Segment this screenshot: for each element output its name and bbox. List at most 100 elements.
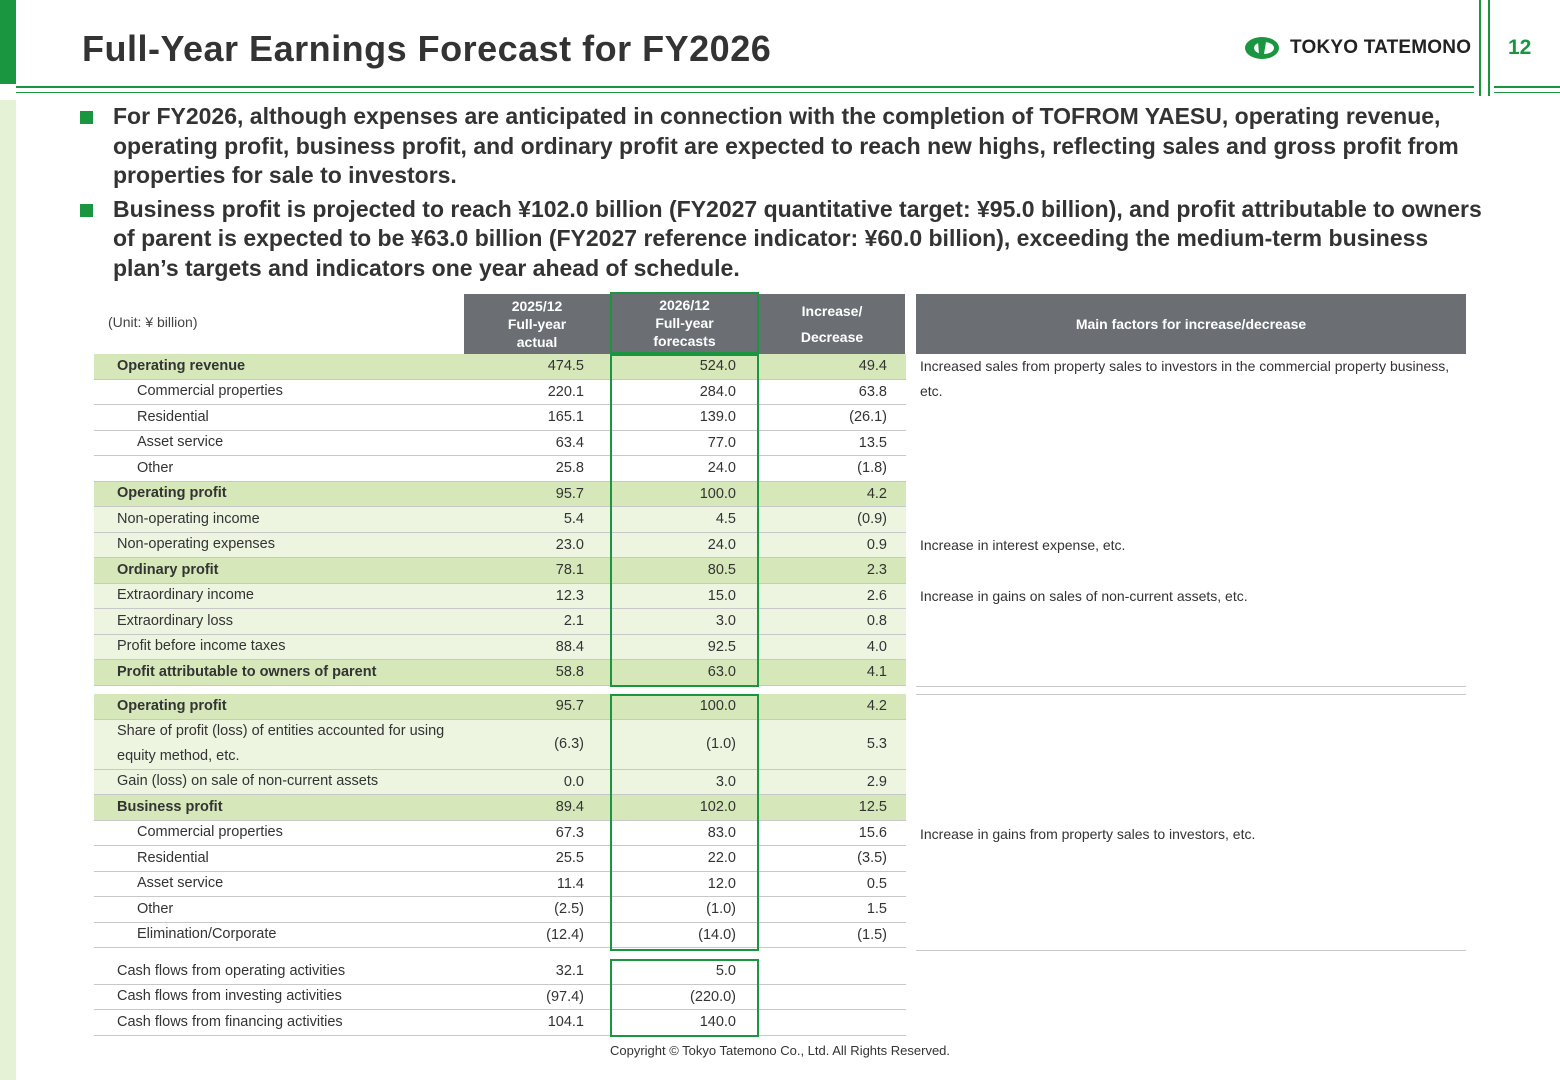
row-label: Asset service: [137, 434, 224, 451]
bullet-square-icon: [80, 111, 93, 124]
value-forecast: 15.0: [707, 587, 736, 604]
value-forecast: 3.0: [715, 613, 736, 630]
row-label: Extraordinary income: [117, 587, 254, 604]
value-actual: 0.0: [563, 773, 584, 790]
row-label: Commercial properties: [137, 383, 283, 400]
notes-divider: [916, 694, 1466, 695]
table-row: Cash flows from investing activities (97.…: [94, 985, 906, 1010]
table-row: Business profit 89.4 102.0 12.5: [94, 795, 906, 821]
header-rule-right: [1494, 86, 1560, 88]
value-actual: 104.1: [547, 1014, 584, 1031]
value-forecast: 77.0: [707, 434, 736, 451]
table-row: Residential 25.5 22.0 (3.5): [94, 846, 906, 872]
value-actual: (6.3): [554, 736, 584, 752]
value-actual: 474.5: [547, 358, 584, 375]
value-forecast: 24.0: [707, 460, 736, 477]
copyright: Copyright © Tokyo Tatemono Co., Ltd. All…: [609, 1043, 951, 1058]
table-row: Non-operating expenses 23.0 24.0 0.9: [94, 532, 906, 558]
value-change: (26.1): [849, 409, 887, 426]
value-change: 4.1: [866, 664, 887, 681]
value-forecast: 100.0: [699, 698, 736, 715]
value-actual: 25.5: [555, 850, 584, 867]
value-forecast: 92.5: [707, 638, 736, 655]
table-row: Ordinary profit 78.1 80.5 2.3: [94, 558, 906, 584]
value-change: 49.4: [858, 358, 887, 375]
table-row: Share of profit (loss) of entities accou…: [94, 719, 906, 770]
value-change: 4.0: [866, 638, 887, 655]
value-forecast: 24.0: [707, 536, 736, 553]
value-change: 2.3: [866, 562, 887, 579]
col-header-factors: Main factors for increase/decrease: [916, 294, 1466, 354]
value-change: (1.8): [857, 460, 887, 477]
header-divider: [1479, 0, 1481, 96]
note-operating-revenue: Increased sales from property sales to i…: [920, 358, 1450, 399]
table-row: Commercial properties 220.1 284.0 63.8: [94, 380, 906, 405]
value-change: 2.6: [866, 587, 887, 604]
header-rule-thin: [16, 92, 1474, 93]
row-label: Residential: [137, 849, 209, 866]
note-commercial-properties: Increase in gains from property sales to…: [920, 826, 1256, 842]
left-accent-strip: [0, 100, 16, 1080]
row-label: Other: [137, 900, 174, 917]
row-label: Cash flows from operating activities: [117, 962, 346, 979]
table-row: Cash flows from financing activities 104.…: [94, 1010, 906, 1036]
table-row: Elimination/Corporate (12.4) (14.0) (1.5): [94, 923, 906, 948]
row-label: Profit attributable to owners of parent: [117, 663, 377, 680]
table-row: Gain (loss) on sale of non-current asset…: [94, 769, 906, 795]
note-extraordinary-income: Increase in gains on sales of non-curren…: [920, 588, 1248, 604]
row-label: Share of profit (loss) of entities accou…: [117, 723, 445, 764]
table-row: Other 25.8 24.0 (1.8): [94, 456, 906, 482]
value-forecast: 139.0: [699, 409, 736, 426]
value-change: 15.6: [858, 824, 887, 841]
bullet-item: For FY2026, although expenses are antici…: [80, 102, 1500, 191]
value-change: 0.9: [866, 536, 887, 553]
value-actual: 12.3: [555, 587, 584, 604]
row-label: Non-operating expenses: [117, 536, 275, 553]
value-change: 1.5: [866, 901, 887, 918]
value-change: 4.2: [866, 698, 887, 715]
value-forecast: 83.0: [707, 824, 736, 841]
table-row: Operating profit 95.7 100.0 4.2: [94, 481, 906, 507]
row-label: Operating profit: [117, 485, 227, 502]
row-label: Elimination/Corporate: [137, 926, 277, 943]
row-label: Operating profit: [117, 697, 227, 714]
value-forecast: (14.0): [698, 926, 736, 943]
brand-mark-icon: [1245, 37, 1279, 59]
row-label: Profit before income taxes: [117, 638, 286, 655]
bullet-square-icon: [80, 203, 93, 217]
value-actual: (97.4): [546, 988, 584, 1005]
page-number: 12: [1508, 36, 1532, 59]
value-actual: 89.4: [555, 799, 584, 816]
value-forecast: 524.0: [699, 358, 736, 375]
value-actual: 67.3: [555, 824, 584, 841]
table-row: Extraordinary loss 2.1 3.0 0.8: [94, 609, 906, 635]
value-change: 0.5: [866, 875, 887, 892]
value-actual: 58.8: [555, 664, 584, 681]
value-change: [787, 1010, 887, 1035]
value-change: (1.5): [857, 926, 887, 943]
value-change: 0.8: [866, 613, 887, 630]
row-label: Other: [137, 459, 174, 476]
header-divider-2: [1488, 0, 1490, 96]
notes-divider: [916, 950, 1466, 951]
value-change: 5.3: [866, 736, 887, 752]
value-actual: 11.4: [556, 875, 584, 892]
value-actual: 165.1: [547, 409, 584, 426]
unit-label: (Unit: ¥ billion): [108, 314, 198, 330]
value-actual: 2.1: [563, 613, 584, 630]
notes-divider: [916, 686, 1466, 687]
value-change: 63.8: [858, 383, 887, 400]
value-change: (0.9): [857, 511, 887, 528]
row-label: Gain (loss) on sale of non-current asset…: [117, 773, 379, 790]
value-forecast: 4.5: [715, 511, 736, 528]
row-label: Ordinary profit: [117, 561, 219, 578]
table-row: Profit before income taxes 88.4 92.5 4.0: [94, 634, 906, 660]
value-forecast: 140.0: [699, 1014, 736, 1031]
table-row: Non-operating income 5.4 4.5 (0.9): [94, 507, 906, 533]
value-forecast: 5.0: [715, 963, 736, 980]
value-actual: 78.1: [555, 562, 584, 579]
table-row: Asset service 11.4 12.0 0.5: [94, 872, 906, 897]
value-actual: 95.7: [555, 485, 584, 502]
value-forecast: 100.0: [699, 485, 736, 502]
value-actual: 63.4: [555, 434, 584, 451]
